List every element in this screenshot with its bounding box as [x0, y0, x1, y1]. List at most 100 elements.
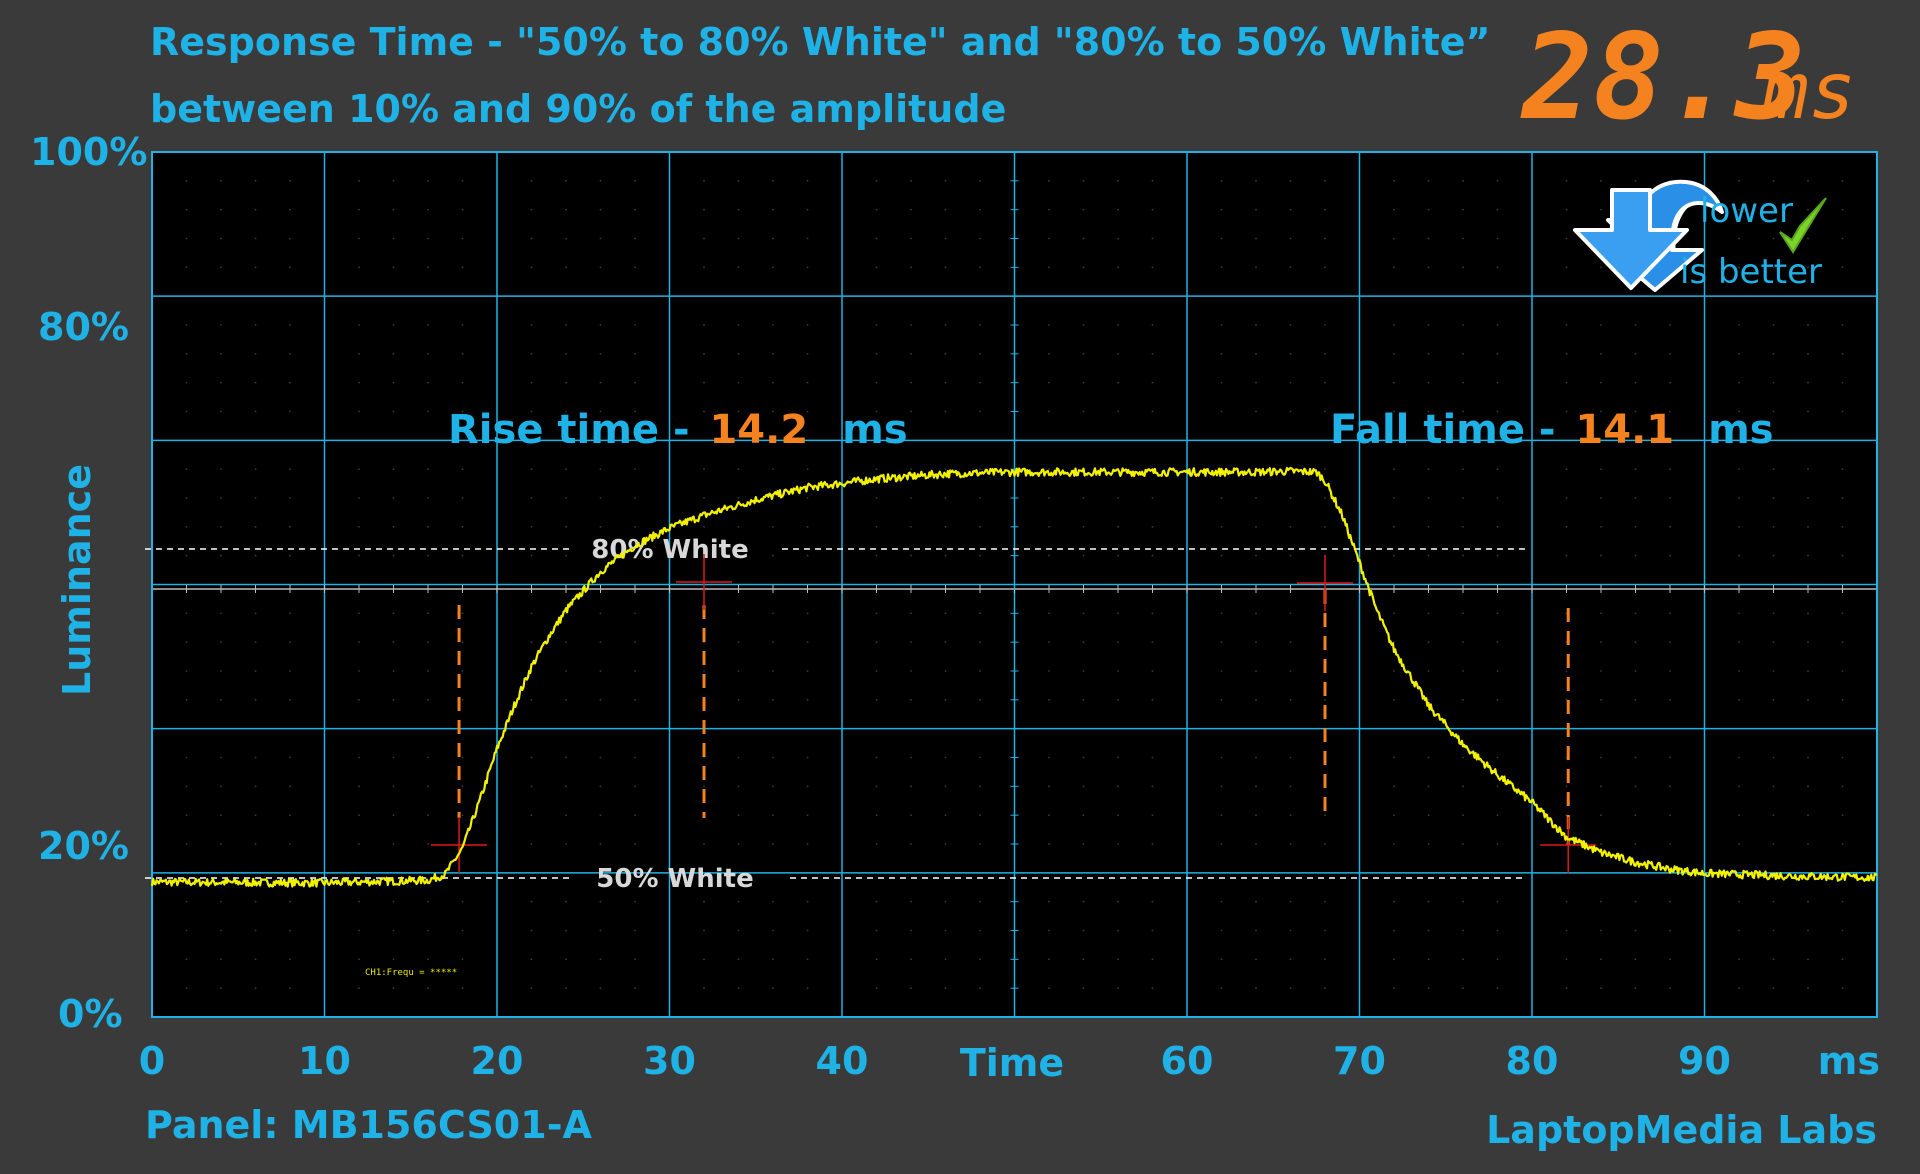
grid-dot — [289, 324, 291, 326]
grid-dot — [772, 179, 774, 182]
grid-dot — [358, 410, 360, 413]
grid-dot — [392, 237, 395, 240]
grid-dot — [634, 324, 636, 326]
grid-dot — [1807, 785, 1809, 788]
grid-dot — [1255, 324, 1257, 326]
grid-dot — [910, 208, 912, 211]
grid-dot — [1393, 266, 1395, 269]
grid-dot — [737, 670, 740, 672]
grid-dot — [806, 497, 809, 499]
grid-dot — [1324, 843, 1326, 845]
grid-dot — [806, 554, 809, 557]
grid-dot — [565, 958, 567, 961]
grid-dot — [772, 525, 774, 528]
grid-dot — [1738, 929, 1740, 932]
grid-dot — [1807, 525, 1809, 528]
x-tick-label: 20 — [471, 1039, 524, 1083]
grid-dot — [1841, 785, 1844, 788]
grid-dot — [358, 698, 360, 701]
grid-dot — [875, 554, 878, 557]
plot-border — [151, 151, 1878, 1018]
grid-dot — [1496, 352, 1499, 355]
grid-dot — [910, 352, 912, 355]
grid-dot — [427, 929, 429, 932]
grid-dot — [1600, 958, 1602, 961]
grid-dot — [1082, 785, 1085, 788]
grid-dot — [1772, 612, 1775, 615]
grid-dot — [1082, 900, 1085, 903]
grid-dot — [1841, 554, 1844, 557]
grid-dot — [220, 381, 222, 384]
grid-dot — [737, 237, 740, 240]
grid-dot — [185, 179, 188, 182]
grid-dot — [461, 208, 464, 211]
grid-dot — [875, 208, 878, 211]
grid-dot — [289, 208, 291, 211]
grid-dot — [1220, 612, 1223, 615]
grid-dot — [1117, 958, 1119, 961]
grid-dot — [944, 324, 947, 326]
grid-dot — [427, 987, 429, 990]
grid-dot — [565, 670, 567, 672]
grid-dot — [254, 525, 257, 528]
grid-dot — [1427, 670, 1430, 672]
grid-dot — [772, 237, 774, 240]
grid-dot — [979, 958, 981, 961]
grid-dot — [1289, 843, 1292, 845]
grid-dot — [737, 843, 740, 845]
grid-dot — [1841, 208, 1844, 211]
grid-dot — [1565, 525, 1568, 528]
grid-dot — [427, 208, 429, 211]
grid-dot — [1255, 670, 1257, 672]
grid-dot — [1048, 468, 1050, 471]
y-axis-label: Luminance — [55, 464, 99, 696]
grid-dot — [979, 179, 981, 182]
grid-dot — [1289, 698, 1292, 701]
grid-dot — [703, 324, 705, 326]
grid-dot — [634, 266, 636, 269]
grid-dot — [910, 814, 912, 817]
grid-dot — [254, 756, 257, 759]
grid-dot — [1738, 179, 1740, 182]
grid-dot — [1324, 698, 1326, 701]
grid-dot — [1151, 670, 1154, 672]
grid-dot — [1220, 497, 1223, 499]
grid-dot — [185, 814, 188, 817]
grid-dot — [703, 468, 705, 471]
grid-dot — [944, 468, 947, 471]
grid-dot — [910, 497, 912, 499]
grid-dot — [254, 814, 257, 817]
grid-dot — [806, 352, 809, 355]
grid-dot — [530, 641, 533, 644]
grid-dot — [1117, 179, 1119, 182]
grid-dot — [1393, 814, 1395, 817]
grid-dot — [737, 785, 740, 788]
grid-dot — [944, 237, 947, 240]
grid-dot — [427, 756, 429, 759]
grid-dot — [772, 410, 774, 413]
grid-dot — [1669, 468, 1671, 471]
grid-dot — [358, 381, 360, 384]
grid-dot — [1807, 756, 1809, 759]
grid-dot — [1324, 324, 1326, 326]
grid-dot — [1289, 756, 1292, 759]
grid-dot — [1324, 900, 1326, 903]
grid-dot — [599, 237, 602, 240]
grid-dot — [358, 468, 360, 471]
grid-dot — [1462, 843, 1464, 845]
grid-dot — [1496, 698, 1499, 701]
grid-dot — [220, 179, 222, 182]
grid-dot — [1634, 698, 1637, 701]
grid-dot — [944, 814, 947, 817]
grid-dot — [1427, 525, 1430, 528]
grid-dot — [944, 525, 947, 528]
grid-dot — [1669, 641, 1671, 644]
grid-dot — [1600, 179, 1602, 182]
grid-dot — [530, 237, 533, 240]
grid-dot — [1565, 410, 1568, 413]
grid-dot — [358, 179, 360, 182]
grid-dot — [1772, 237, 1775, 240]
grid-dot — [1772, 670, 1775, 672]
grid-dot — [1772, 900, 1775, 903]
grid-dot — [1289, 525, 1292, 528]
